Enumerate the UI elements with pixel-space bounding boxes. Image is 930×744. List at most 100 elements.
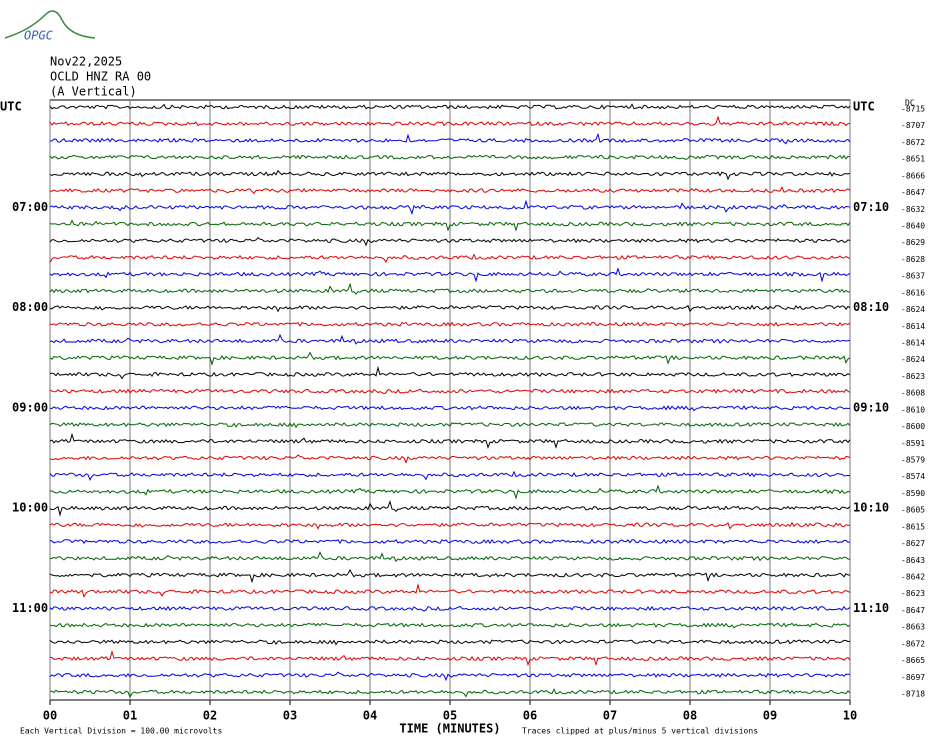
- trace: [49, 538, 851, 545]
- x-tick-label: 01: [123, 709, 137, 723]
- offset-label: -8579: [901, 456, 925, 465]
- offset-label: -8640: [901, 222, 925, 231]
- left-time-label: 07:00: [12, 200, 48, 214]
- x-tick-label: 07: [603, 709, 617, 723]
- x-tick-label: 00: [43, 709, 57, 723]
- offset-label: -8651: [901, 155, 925, 164]
- offset-label: -8623: [901, 589, 925, 598]
- date: Nov22,2025: [50, 55, 122, 69]
- trace: [49, 267, 851, 283]
- trace: [49, 333, 851, 345]
- trace: [50, 132, 851, 145]
- right-time-label: 07:10: [853, 200, 889, 214]
- offset-label: -8614: [901, 322, 925, 331]
- offset-label: -8614: [901, 339, 925, 348]
- offset-label: -8590: [901, 489, 925, 498]
- offset-label: -8591: [901, 439, 925, 448]
- x-tick-label: 04: [363, 709, 377, 723]
- trace: [49, 432, 851, 450]
- x-tick-label: 06: [523, 709, 537, 723]
- left-time-label: 11:00: [12, 601, 48, 615]
- trace: [49, 484, 851, 500]
- trace: [49, 169, 851, 181]
- offset-label: -8666: [901, 171, 925, 180]
- offset-label: -8616: [901, 288, 925, 297]
- trace: [49, 551, 851, 563]
- x-tick-label: 10: [843, 709, 857, 723]
- offset-label: -8707: [901, 121, 925, 130]
- trace: [49, 583, 851, 598]
- trace: [49, 199, 851, 216]
- right-time-label: 09:10: [853, 400, 889, 414]
- component: (A Vertical): [50, 85, 137, 99]
- offset-label: -8623: [901, 372, 925, 381]
- trace: [49, 639, 851, 646]
- offset-label: -8663: [901, 623, 925, 632]
- right-time-label: 08:10: [853, 300, 889, 314]
- offset-label: -8600: [901, 422, 925, 431]
- trace: [49, 154, 851, 160]
- trace: [49, 219, 851, 232]
- offset-label: -8642: [901, 573, 925, 582]
- x-tick-label: 09: [763, 709, 777, 723]
- trace: [49, 671, 850, 682]
- right-time-label: 10:10: [853, 501, 889, 515]
- offset-label: -8608: [901, 389, 925, 398]
- logo: OPGC: [24, 29, 54, 43]
- trace: [49, 115, 850, 127]
- offset-label: -8647: [901, 606, 925, 615]
- offset-label: -8637: [901, 272, 925, 281]
- trace: [49, 388, 851, 395]
- trace: [49, 365, 851, 380]
- offset-label: -8647: [901, 188, 925, 197]
- offset-label: -8615: [901, 522, 925, 531]
- offset-label: -8718: [901, 690, 925, 699]
- x-tick-label: 03: [283, 709, 297, 723]
- trace: [49, 499, 851, 517]
- offset-label: -8665: [901, 656, 925, 665]
- trace: [49, 304, 851, 313]
- trace: [49, 605, 851, 612]
- scale-note: Each Vertical Division = 100.00 microvol…: [20, 727, 222, 736]
- left-time-label: 10:00: [12, 501, 48, 515]
- offset-label: -8605: [901, 506, 925, 515]
- offset-label: -8610: [901, 405, 925, 414]
- offset-label: -8715: [901, 105, 925, 114]
- offset-label: -8697: [901, 673, 925, 682]
- x-tick-label: 08: [683, 709, 697, 723]
- left-time-label: 08:00: [12, 300, 48, 314]
- trace: [49, 351, 851, 367]
- trace: [49, 422, 851, 429]
- trace: [49, 237, 851, 247]
- offset-label: -8632: [901, 205, 925, 214]
- trace: [49, 186, 851, 195]
- x-tick-label: 05: [443, 709, 457, 723]
- trace: [49, 253, 851, 264]
- trace: [49, 321, 851, 327]
- trace: [49, 454, 851, 464]
- x-tick-label: 02: [203, 709, 217, 723]
- offset-label: -8624: [901, 355, 925, 364]
- trace: [49, 282, 851, 295]
- x-axis-label: TIME (MINUTES): [399, 722, 500, 736]
- offset-label: -8672: [901, 138, 925, 147]
- station: OCLD HNZ RA 00: [50, 70, 151, 84]
- right-time-label: 11:10: [853, 601, 889, 615]
- logo-curve: [4, 10, 96, 39]
- offset-label: -8629: [901, 238, 925, 247]
- offset-label: -8627: [901, 539, 925, 548]
- trace: [49, 470, 851, 481]
- left-time-label: 09:00: [12, 400, 48, 414]
- offset-label: -8628: [901, 255, 925, 264]
- offset-label: -8624: [901, 305, 925, 314]
- trace: [49, 622, 851, 629]
- right-time-label: UTC: [853, 100, 875, 114]
- trace: [49, 649, 851, 667]
- offset-label: -8643: [901, 556, 925, 565]
- corner-label: DC: [905, 99, 915, 108]
- trace: [49, 103, 851, 110]
- trace: [49, 405, 851, 412]
- trace: [49, 521, 851, 530]
- trace: [49, 687, 851, 699]
